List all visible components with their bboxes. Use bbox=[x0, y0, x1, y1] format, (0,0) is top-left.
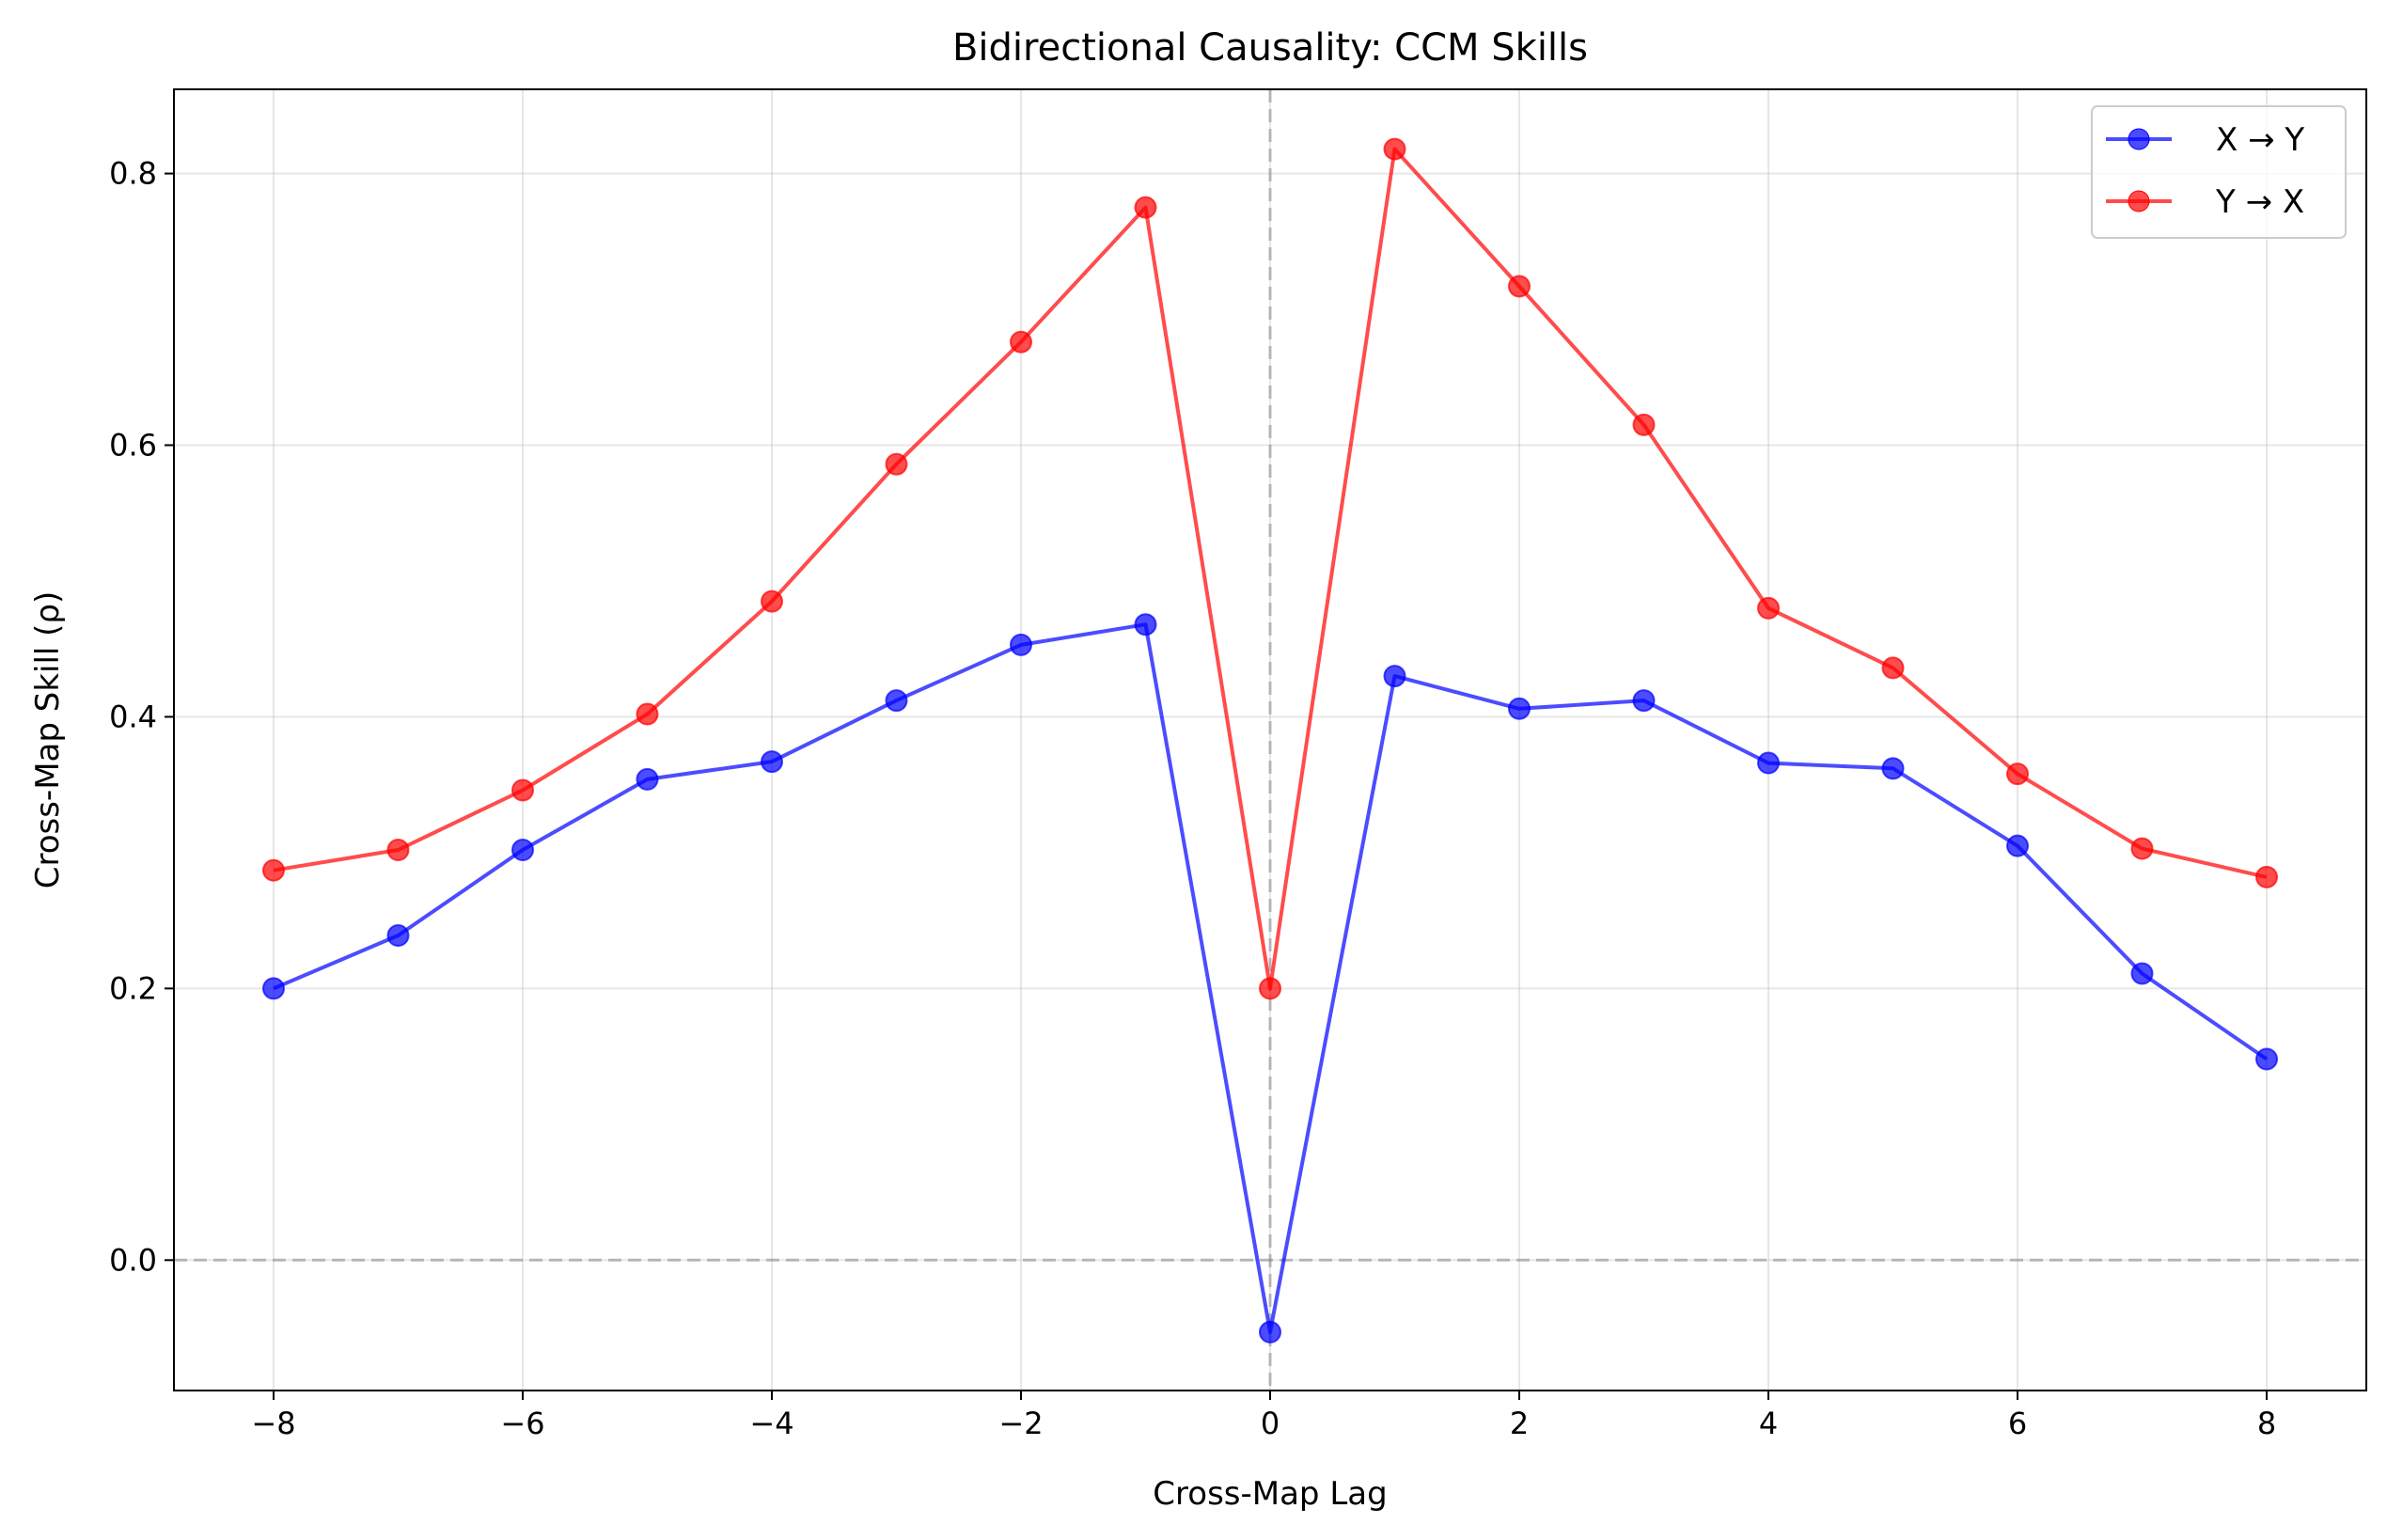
data-point bbox=[2006, 762, 2029, 786]
y-tick-label: 0.8 bbox=[109, 156, 157, 192]
data-point bbox=[1508, 275, 1531, 298]
data-point bbox=[1881, 757, 1905, 780]
data-point bbox=[636, 702, 659, 726]
data-point bbox=[386, 839, 410, 862]
legend-marker-x-to-y bbox=[2128, 128, 2150, 150]
data-point bbox=[761, 750, 783, 774]
x-tick-label: −2 bbox=[998, 1406, 1043, 1441]
y-axis-title: Cross-Map Skill (ρ) bbox=[29, 591, 67, 889]
data-point bbox=[1134, 196, 1157, 219]
data-point bbox=[1508, 697, 1531, 720]
series-0 bbox=[262, 613, 2278, 1344]
x-tick-label: −6 bbox=[500, 1406, 544, 1441]
data-point bbox=[1010, 330, 1032, 354]
reference-lines bbox=[174, 89, 2366, 1391]
data-point bbox=[1632, 689, 1656, 713]
legend-label-y-to-x: Y → X bbox=[2215, 183, 2304, 221]
x-tick-label: 0 bbox=[1261, 1406, 1280, 1441]
data-point bbox=[1259, 1320, 1281, 1344]
legend: X → Y Y → X bbox=[2091, 105, 2347, 239]
data-point bbox=[2255, 865, 2278, 888]
data-point bbox=[262, 858, 285, 882]
data-point bbox=[386, 924, 410, 948]
y-tick-label: 0.2 bbox=[109, 970, 157, 1006]
series-1 bbox=[262, 137, 2278, 1000]
data-point bbox=[1259, 977, 1281, 1000]
data-point bbox=[2255, 1047, 2278, 1071]
x-tick-label: −4 bbox=[749, 1406, 793, 1441]
data-point bbox=[1881, 656, 1905, 680]
data-point bbox=[636, 767, 659, 791]
legend-label-x-to-y: X → Y bbox=[2216, 121, 2304, 159]
y-tick-label: 0.4 bbox=[109, 699, 157, 734]
data-point bbox=[1010, 633, 1032, 656]
data-point bbox=[2130, 962, 2154, 985]
data-point bbox=[1632, 413, 1656, 436]
data-point bbox=[511, 839, 534, 862]
y-axis-ticks: 0.0 0.2 0.4 0.6 0.8 bbox=[109, 156, 174, 1278]
data-point bbox=[1757, 596, 1780, 620]
data-point bbox=[2006, 834, 2029, 857]
data-point bbox=[1134, 613, 1157, 636]
x-tick-label: 4 bbox=[1759, 1406, 1778, 1441]
data-point bbox=[2130, 837, 2154, 860]
data-point bbox=[1383, 665, 1406, 688]
x-tick-label: 6 bbox=[2008, 1406, 2027, 1441]
x-axis-title: Cross-Map Lag bbox=[1153, 1475, 1387, 1513]
x-tick-label: −8 bbox=[251, 1406, 295, 1441]
data-series bbox=[262, 137, 2278, 1344]
legend-marker-y-to-x bbox=[2128, 190, 2150, 212]
data-point bbox=[1383, 137, 1406, 161]
x-tick-label: 8 bbox=[2257, 1406, 2276, 1441]
y-tick-label: 0.6 bbox=[109, 428, 157, 464]
data-point bbox=[262, 977, 285, 1000]
chart-title: Bidirectional Causality: CCM Skills bbox=[952, 26, 1588, 70]
data-point bbox=[1757, 751, 1780, 775]
data-point bbox=[885, 452, 908, 476]
data-point bbox=[511, 778, 534, 802]
x-tick-label: 2 bbox=[1510, 1406, 1529, 1441]
data-point bbox=[885, 689, 908, 713]
y-tick-label: 0.0 bbox=[109, 1242, 157, 1278]
x-axis-ticks: −8 −6 −4 −2 0 2 4 6 8 bbox=[251, 1391, 2276, 1441]
data-point bbox=[761, 589, 783, 613]
